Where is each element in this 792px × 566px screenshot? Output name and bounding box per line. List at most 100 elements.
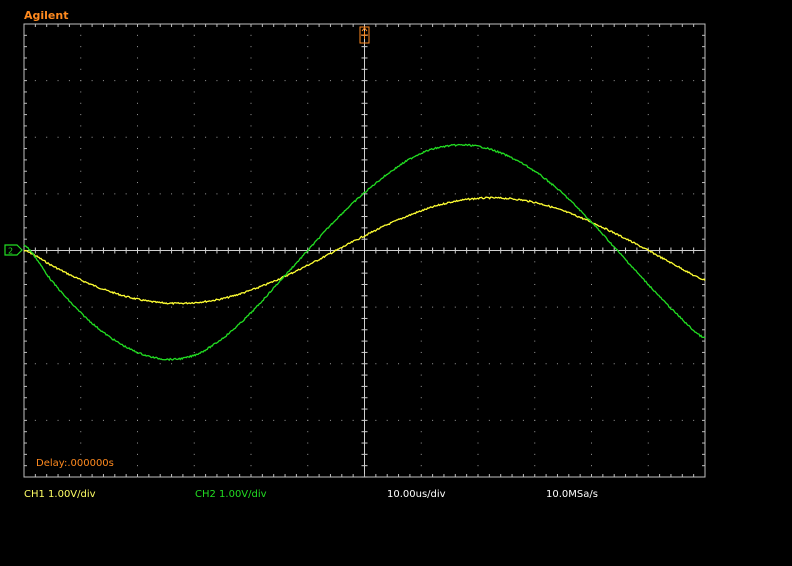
grid-dot — [250, 227, 252, 229]
grid-dot — [534, 363, 536, 365]
grid-dot — [307, 408, 309, 410]
grid-dot — [534, 306, 536, 308]
grid-dot — [250, 283, 252, 285]
grid-dot — [193, 374, 195, 376]
grid-dot — [80, 431, 82, 433]
grid-dot — [250, 374, 252, 376]
grid-dot — [647, 114, 649, 116]
grid-dot — [477, 363, 479, 365]
grid-dot — [137, 419, 138, 421]
grid-dot — [137, 363, 138, 365]
grid-dot — [125, 306, 127, 308]
trigger-position-icon[interactable] — [359, 26, 370, 44]
ch2-scale-readout[interactable]: CH2 1.00V/div — [195, 489, 267, 500]
grid-dot — [114, 419, 116, 421]
grid-dot — [307, 453, 309, 455]
grid-dot — [80, 46, 82, 48]
grid-dot — [307, 204, 309, 206]
grid-dot — [386, 419, 388, 421]
grid-dot — [159, 363, 161, 365]
grid-dot — [647, 363, 649, 365]
grid-dot — [34, 363, 36, 365]
grid-dot — [647, 340, 649, 342]
grid-dot — [534, 295, 536, 297]
grid-dot — [420, 159, 422, 161]
grid-dot — [205, 193, 207, 195]
grid-dot — [125, 363, 127, 365]
grid-dot — [647, 238, 649, 240]
grid-dot — [556, 80, 558, 82]
grid-dot — [80, 102, 82, 104]
grid-dot — [284, 419, 286, 421]
grid-dot — [307, 329, 309, 331]
grid-dot — [227, 193, 229, 195]
grid-dot — [534, 34, 536, 36]
grid-dot — [80, 397, 82, 399]
grid-dot — [114, 363, 116, 365]
grid-dot — [591, 431, 592, 433]
sample-rate-readout: 10.0MSa/s — [546, 489, 598, 500]
grid-dot — [477, 261, 479, 263]
grid-dot — [647, 34, 649, 36]
grid-dot — [137, 227, 138, 229]
grid-dot — [681, 193, 683, 195]
grid-dot — [284, 363, 286, 365]
grid-dot — [80, 57, 82, 59]
grid-dot — [307, 283, 309, 285]
grid-dot — [137, 216, 138, 218]
grid-dot — [693, 80, 695, 82]
grid-dot — [148, 136, 150, 138]
grid-dot — [46, 193, 48, 195]
grid-dot — [250, 68, 252, 70]
grid-dot — [329, 419, 331, 421]
grid-dot — [318, 419, 320, 421]
grid-dot — [477, 419, 479, 421]
grid-dot — [137, 182, 138, 184]
grid-dot — [443, 363, 445, 365]
grid-dot — [193, 317, 195, 319]
grid-dot — [568, 80, 570, 82]
grid-dot — [602, 80, 604, 82]
grid-dot — [477, 125, 479, 127]
grid-dot — [477, 227, 479, 229]
ch1-scale-readout[interactable]: CH1 1.00V/div — [24, 489, 96, 500]
grid-dot — [420, 227, 422, 229]
grid-dot — [341, 419, 343, 421]
grid-dot — [250, 261, 252, 263]
grid-dot — [511, 306, 513, 308]
grid-dot — [137, 261, 138, 263]
grid-dot — [307, 465, 309, 467]
grid-dot — [352, 136, 354, 138]
grid-dot — [307, 227, 309, 229]
grid-dot — [647, 204, 649, 206]
grid-dot — [80, 453, 82, 455]
grid-dot — [250, 216, 252, 218]
grid-dot — [148, 363, 150, 365]
grid-dot — [193, 238, 195, 240]
grid-dot — [295, 306, 297, 308]
grid-dot — [613, 306, 615, 308]
grid-dot — [477, 159, 479, 161]
grid-dot — [318, 193, 320, 195]
grid-dot — [432, 306, 434, 308]
grid-dot — [647, 385, 649, 387]
grid-dot — [80, 114, 82, 116]
grid-dot — [647, 159, 649, 161]
grid-dot — [454, 363, 456, 365]
grid-dot — [556, 306, 558, 308]
grid-dot — [466, 306, 468, 308]
grid-dot — [91, 136, 93, 138]
grid-dot — [284, 80, 286, 82]
grid-dot — [261, 193, 263, 195]
grid-dot — [239, 80, 241, 82]
grid-dot — [534, 91, 536, 93]
ground-reference-icon[interactable]: 2 — [4, 244, 23, 256]
grid-dot — [420, 136, 422, 138]
grid-dot — [534, 102, 536, 104]
grid-dot — [137, 238, 138, 240]
grid-dot — [375, 419, 377, 421]
grid-dot — [295, 363, 297, 365]
timebase-readout[interactable]: 10.00us/div — [387, 489, 446, 500]
grid-dot — [102, 306, 104, 308]
